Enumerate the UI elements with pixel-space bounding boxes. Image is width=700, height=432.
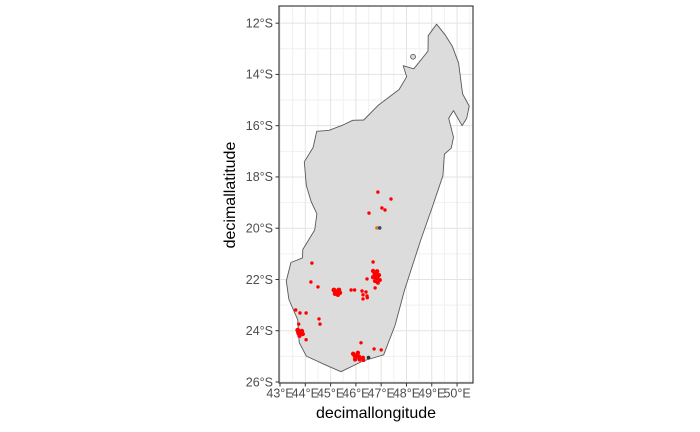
data-point (361, 293, 365, 297)
data-point (366, 355, 371, 360)
data-point (370, 275, 376, 280)
data-point (379, 348, 383, 352)
data-point (389, 197, 393, 201)
x-tick-label: 50°E (443, 387, 470, 401)
data-point (375, 226, 379, 230)
data-point (375, 280, 380, 285)
y-tick-label: 20°S (246, 222, 273, 236)
data-point (304, 338, 308, 342)
x-axis-title: decimallongitude (315, 405, 437, 422)
data-point (317, 317, 321, 321)
y-tick-label: 18°S (246, 170, 273, 184)
x-tick-label: 43°E (266, 387, 293, 401)
data-point (376, 190, 380, 194)
x-tick-label: 48°E (393, 387, 420, 401)
data-point (316, 285, 320, 289)
data-point (304, 311, 308, 315)
island-outline (410, 53, 416, 60)
madagascar-outline (285, 23, 470, 373)
data-point (297, 333, 302, 338)
y-tick-label: 22°S (246, 273, 273, 287)
y-tick-label: 16°S (246, 119, 273, 133)
y-axis-title: decimallatitude (222, 141, 239, 249)
data-point (383, 208, 387, 212)
data-point (377, 226, 382, 230)
data-point (298, 311, 302, 315)
data-point (318, 322, 322, 326)
data-point (335, 292, 341, 297)
y-tick-label: 14°S (246, 68, 273, 82)
data-point (367, 211, 371, 215)
data-point (364, 290, 368, 294)
data-point (359, 341, 363, 345)
data-point (372, 347, 376, 351)
data-point (352, 353, 358, 359)
data-point (349, 288, 353, 292)
data-point (371, 260, 375, 264)
y-tick-label: 12°S (246, 16, 273, 30)
data-point (361, 358, 366, 363)
data-point (377, 278, 382, 282)
data-point (352, 288, 357, 292)
x-tick-label: 49°E (418, 387, 445, 401)
y-tick-label: 24°S (246, 324, 273, 338)
data-point (352, 357, 358, 362)
x-tick-label: 47°E (368, 387, 395, 401)
x-tick-label: 45°E (317, 387, 344, 401)
data-point (373, 286, 377, 290)
data-point (365, 277, 369, 281)
data-point (300, 331, 305, 337)
data-point (361, 297, 365, 301)
y-tick-label: 26°S (246, 375, 273, 389)
data-point (294, 308, 298, 312)
data-point (365, 296, 369, 300)
data-point (309, 280, 313, 284)
data-point (380, 206, 384, 210)
x-tick-label: 44°E (292, 387, 319, 401)
data-point (297, 322, 301, 326)
data-point (360, 289, 364, 293)
data-point (357, 357, 362, 362)
panel-border (278, 5, 474, 384)
data-point (310, 261, 314, 265)
x-tick-label: 46°E (342, 387, 369, 401)
